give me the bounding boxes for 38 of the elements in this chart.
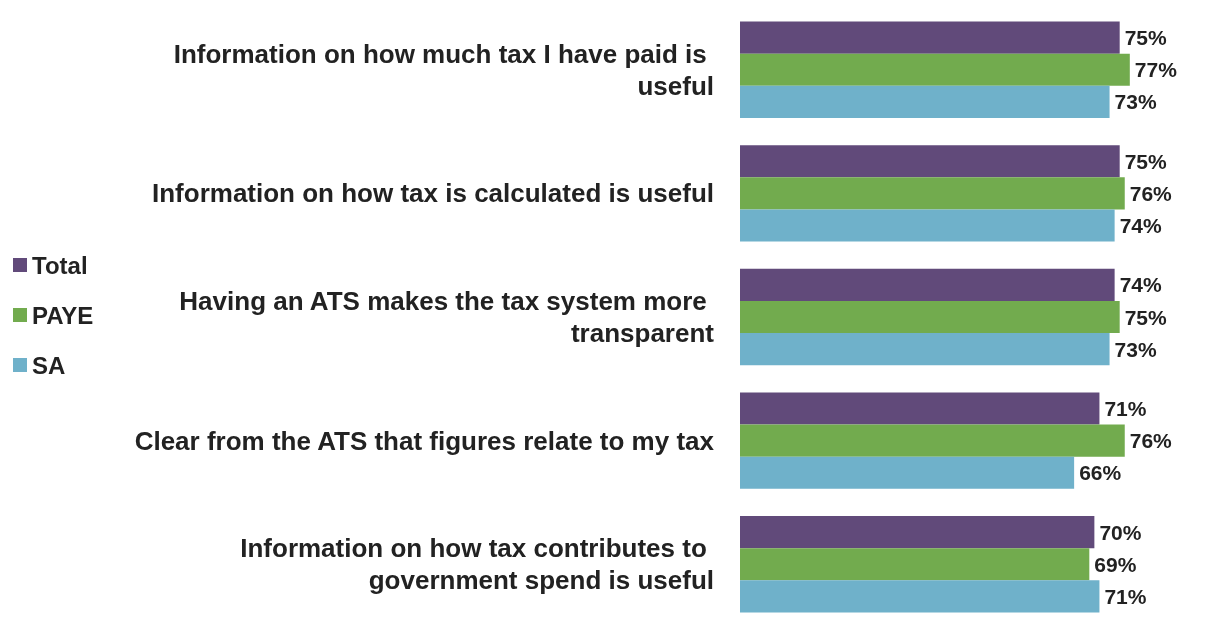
- data-label: 73%: [1114, 337, 1157, 361]
- data-label: 74%: [1119, 273, 1162, 297]
- data-label: 66%: [1079, 461, 1122, 485]
- bar: [740, 580, 1100, 613]
- data-label: 75%: [1124, 26, 1168, 50]
- data-label: 73%: [1114, 90, 1157, 114]
- bar: [740, 209, 1115, 242]
- legend-label: SA: [32, 351, 66, 379]
- y-tick-label: Information on how much tax I have paid is useful: [173, 38, 714, 101]
- data-label: 71%: [1104, 396, 1147, 420]
- y-tick-label: Information on how tax is calculated is useful: [152, 178, 714, 209]
- legend-label: Total: [32, 251, 88, 279]
- data-label: 74%: [1119, 214, 1162, 238]
- data-label: 76%: [1129, 429, 1173, 453]
- bar: [740, 516, 1095, 549]
- bar: [740, 456, 1075, 489]
- bar: [740, 392, 1100, 425]
- data-label: 70%: [1099, 520, 1142, 544]
- bar: [740, 548, 1090, 581]
- data-label: 76%: [1129, 181, 1173, 205]
- data-label: 71%: [1104, 584, 1147, 608]
- bar: [740, 85, 1110, 118]
- bar: [740, 177, 1125, 210]
- bar: [740, 333, 1110, 366]
- bar: [740, 300, 1120, 334]
- bar: [740, 21, 1120, 54]
- data-label: 75%: [1124, 149, 1168, 173]
- y-tick-label: Having an ATS makes the tax system more transparent: [179, 286, 715, 348]
- data-label: 77%: [1134, 58, 1178, 82]
- data-label: 69%: [1094, 552, 1137, 576]
- data-label: 75%: [1124, 305, 1168, 329]
- y-tick-label: Information on how tax contributes to government spend is useful: [240, 533, 714, 596]
- y-tick-label: Clear from the ATS that figures relate to my tax: [134, 425, 715, 456]
- bar: [740, 424, 1125, 457]
- bar: [740, 145, 1120, 178]
- bar: [740, 268, 1115, 301]
- legend-label: PAYE: [32, 301, 94, 329]
- bar: [740, 53, 1130, 86]
